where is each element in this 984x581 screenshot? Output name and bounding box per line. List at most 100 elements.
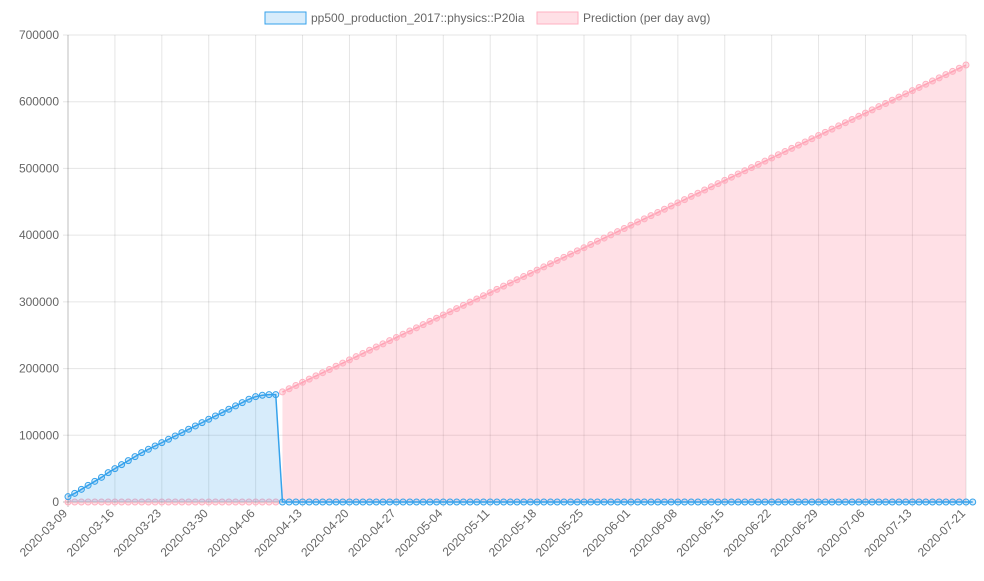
actual-point xyxy=(607,498,615,506)
actual-point xyxy=(526,498,534,506)
actual-point xyxy=(741,498,749,506)
prediction-point xyxy=(915,83,923,91)
actual-point xyxy=(198,419,206,427)
prediction-point xyxy=(841,119,849,127)
legend-item-series-1[interactable]: Prediction (per day avg) xyxy=(536,11,710,25)
actual-point xyxy=(118,461,126,469)
prediction-point xyxy=(292,382,300,390)
x-tick-label: 2020-03-09 xyxy=(17,506,71,560)
prediction-point xyxy=(774,151,782,159)
prediction-point xyxy=(319,369,327,377)
prediction-point xyxy=(466,298,474,306)
actual-point xyxy=(359,498,367,506)
prediction-point xyxy=(459,301,467,309)
legend[interactable]: pp500_production_2017::physics::P20ia Pr… xyxy=(264,11,710,25)
prediction-point xyxy=(111,498,119,506)
actual-point xyxy=(721,498,729,506)
prediction-point xyxy=(855,112,863,120)
prediction-point xyxy=(493,285,501,293)
actual-point xyxy=(352,498,360,506)
actual-point xyxy=(768,498,776,506)
prediction-point xyxy=(506,279,514,287)
actual-point xyxy=(794,498,802,506)
actual-point xyxy=(493,498,501,506)
prediction-point xyxy=(98,498,106,506)
actual-point xyxy=(667,498,675,506)
actual-point xyxy=(774,498,782,506)
actual-point xyxy=(191,422,199,430)
actual-point xyxy=(84,481,92,489)
legend-label-series-0: pp500_production_2017::physics::P20ia xyxy=(311,11,525,25)
x-tick-label: 2020-06-22 xyxy=(720,506,774,560)
prediction-point xyxy=(848,116,856,124)
prediction-point xyxy=(359,349,367,357)
actual-point xyxy=(165,435,173,443)
x-tick-label: 2020-05-18 xyxy=(486,506,540,560)
prediction-point xyxy=(667,202,675,210)
actual-point xyxy=(98,473,106,481)
actual-point xyxy=(466,498,474,506)
actual-point xyxy=(506,498,514,506)
actual-point xyxy=(922,498,930,506)
prediction-point xyxy=(225,498,233,506)
actual-point xyxy=(299,498,307,506)
prediction-point xyxy=(118,498,126,506)
x-tick-label: 2020-05-25 xyxy=(533,506,587,560)
prediction-point xyxy=(345,356,353,364)
prediction-point xyxy=(104,498,112,506)
actual-point xyxy=(647,498,655,506)
actual-point xyxy=(841,498,849,506)
prediction-point xyxy=(412,324,420,332)
prediction-point xyxy=(426,317,434,325)
prediction-point xyxy=(727,173,735,181)
actual-point xyxy=(593,498,601,506)
actual-point xyxy=(272,391,280,399)
prediction-point xyxy=(305,375,313,383)
actual-point xyxy=(547,498,555,506)
prediction-point xyxy=(808,135,816,143)
prediction-point xyxy=(285,385,293,393)
prediction-point xyxy=(674,199,682,207)
actual-point xyxy=(587,498,595,506)
prediction-point xyxy=(761,157,769,165)
actual-point xyxy=(748,498,756,506)
actual-point xyxy=(111,465,119,473)
prediction-point xyxy=(768,154,776,162)
actual-point xyxy=(91,477,99,485)
prediction-point xyxy=(922,80,930,88)
actual-point xyxy=(848,498,856,506)
actual-point xyxy=(928,498,936,506)
actual-point xyxy=(124,457,132,465)
actual-point xyxy=(895,498,903,506)
actual-point xyxy=(654,498,662,506)
actual-point xyxy=(727,498,735,506)
prediction-point xyxy=(312,372,320,380)
y-tick-label: 200000 xyxy=(19,362,59,376)
prediction-point xyxy=(955,64,963,72)
prediction-point xyxy=(500,282,508,290)
prediction-point xyxy=(875,103,883,111)
x-tick-label: 2020-04-06 xyxy=(204,506,258,560)
actual-point xyxy=(77,485,85,493)
prediction-point xyxy=(473,295,481,303)
actual-point xyxy=(660,498,668,506)
prediction-point xyxy=(949,67,957,75)
prediction-area xyxy=(282,65,966,503)
x-tick-label: 2020-03-30 xyxy=(158,506,212,560)
actual-point xyxy=(808,498,816,506)
prediction-point xyxy=(71,498,79,506)
x-tick-label: 2020-04-27 xyxy=(345,506,399,560)
actual-point xyxy=(580,498,588,506)
legend-item-series-0[interactable]: pp500_production_2017::physics::P20ia xyxy=(264,11,525,25)
actual-point xyxy=(325,498,333,506)
actual-point xyxy=(439,498,447,506)
actual-point xyxy=(627,498,635,506)
x-axis: 2020-03-092020-03-162020-03-232020-03-30… xyxy=(17,506,969,560)
actual-point xyxy=(71,489,79,497)
prediction-point xyxy=(533,266,541,274)
prediction-point xyxy=(794,141,802,149)
actual-point xyxy=(171,432,179,440)
x-tick-label: 2020-05-04 xyxy=(392,506,446,560)
prediction-point xyxy=(835,122,843,130)
y-tick-label: 700000 xyxy=(19,28,59,42)
